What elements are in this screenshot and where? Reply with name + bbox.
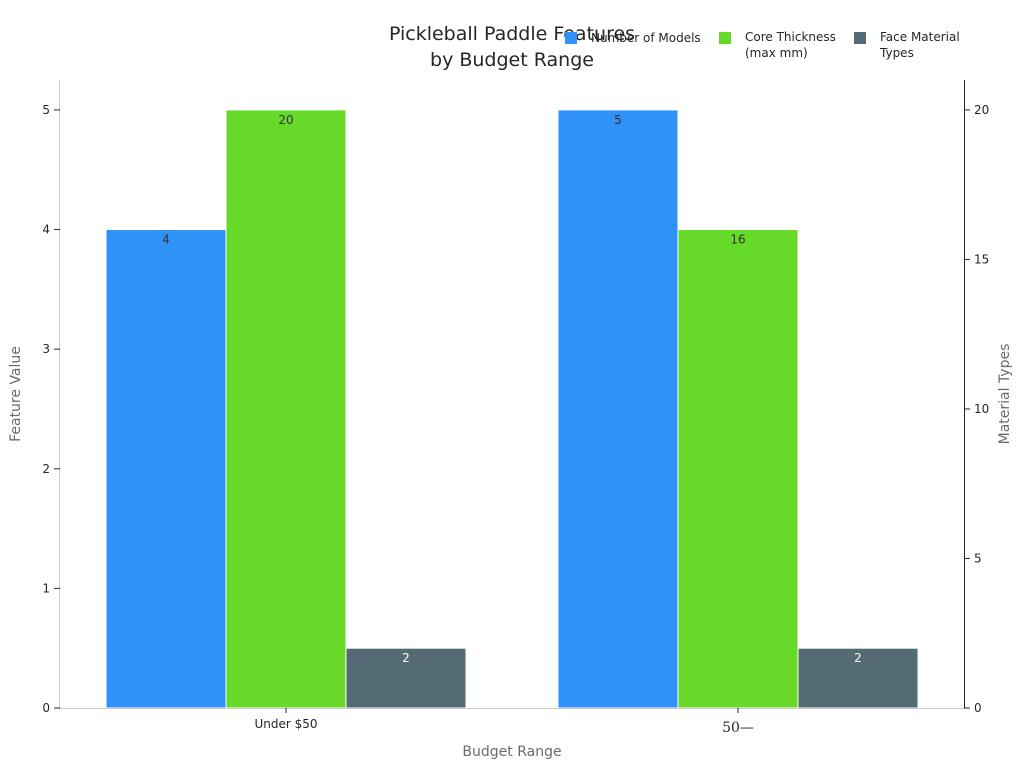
y-axis-label: Feature Value (8, 346, 24, 442)
y-tick-label: 2 (42, 462, 50, 476)
legend-swatch (854, 32, 866, 44)
bar-value-label: 16 (730, 233, 745, 247)
bar-value-label: 2 (854, 651, 862, 665)
bar-s2-c1 (797, 647, 919, 709)
legend-label-line: Number of Models (591, 31, 701, 45)
bar-s0-c0 (105, 229, 227, 709)
x-ticks-layer: Under $50 50— (254, 708, 754, 736)
bar-value-label: 4 (162, 233, 170, 247)
bar-s2-c0 (345, 647, 467, 709)
axes-layer (59, 80, 965, 709)
left-ticks-layer: 0 1 2 3 4 5 (42, 103, 60, 715)
y2-tick-label: 20 (974, 103, 989, 117)
y-tick-label: 0 (42, 701, 50, 715)
y-tick-label: 1 (42, 581, 50, 595)
legend-label-line: Types (879, 46, 914, 60)
y2-tick-label: 5 (974, 551, 982, 565)
y2-axis-label: Material Types (997, 344, 1013, 445)
bar-value-label: 5 (614, 113, 622, 127)
y-tick-label: 5 (42, 103, 50, 117)
legend-swatch (565, 32, 577, 44)
y2-tick-label: 10 (974, 402, 989, 416)
legend-label-line: Face Material (880, 30, 960, 44)
bars-layer (105, 109, 919, 709)
legend-swatch (719, 32, 731, 44)
y2-tick-label: 0 (974, 701, 982, 715)
bar-s1-c0 (225, 109, 347, 709)
legend-label-line: Core Thickness (745, 30, 836, 44)
legend-label: Core Thickness (max mm) (745, 30, 836, 60)
bar-s0-c1 (557, 109, 679, 709)
legend: Number of Models Core Thickness (max mm) Fa… (565, 30, 960, 60)
x-tick-label: 50— (722, 720, 754, 736)
chart-title-line-2: by Budget Range (430, 49, 594, 71)
right-ticks-layer: 0 5 10 15 20 (964, 103, 989, 715)
y2-tick-label: 15 (974, 252, 989, 266)
legend-label-line: (max mm) (745, 46, 808, 60)
y-tick-label: 3 (42, 342, 50, 356)
bar-value-label: 20 (278, 113, 293, 127)
bar-labels-layer: 4 20 2 5 16 2 (162, 113, 862, 665)
legend-label: Face Material Types (879, 30, 960, 60)
bar-value-label: 2 (402, 651, 410, 665)
y-tick-label: 4 (42, 223, 50, 237)
x-tick-label: Under $50 (254, 717, 317, 731)
bar-s1-c1 (677, 229, 799, 709)
legend-label: Number of Models (591, 31, 701, 45)
x-axis-label: Budget Range (462, 744, 561, 760)
